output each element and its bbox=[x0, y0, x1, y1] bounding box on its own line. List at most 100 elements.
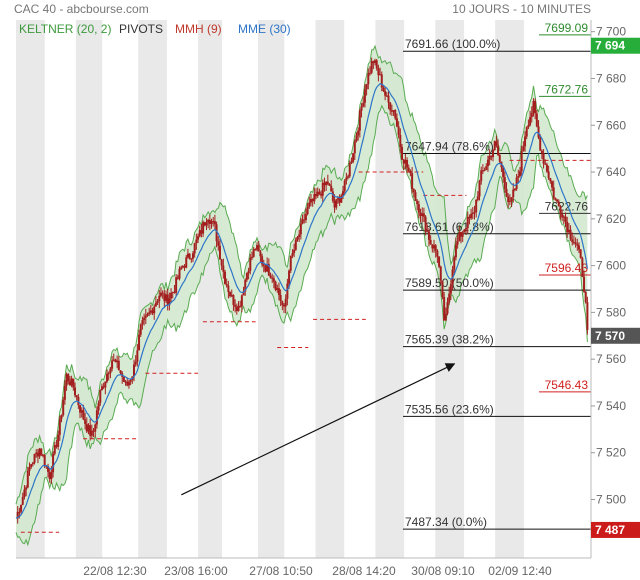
fib-label-6: 7487.34 (0.0%) bbox=[405, 515, 487, 529]
candle-body-143 bbox=[256, 245, 259, 250]
candle-body-61 bbox=[117, 360, 120, 371]
candle-body-229 bbox=[400, 146, 403, 160]
y-tick-label-2: 7 540 bbox=[596, 399, 626, 413]
candle-body-6 bbox=[25, 487, 28, 490]
candle-body-336 bbox=[581, 257, 584, 277]
candle-body-106 bbox=[193, 243, 196, 254]
candle-body-247 bbox=[431, 244, 434, 249]
keltner-upper bbox=[15, 44, 588, 505]
candle-body-333 bbox=[576, 243, 579, 246]
candle-body-178 bbox=[315, 194, 318, 197]
candle-body-52 bbox=[102, 386, 105, 388]
candle-body-315 bbox=[545, 164, 548, 172]
candle-body-292 bbox=[507, 196, 510, 202]
x-tick-label-2: 27/08 10:50 bbox=[249, 564, 313, 578]
price-badge-0 bbox=[591, 37, 640, 54]
candle-body-153 bbox=[272, 278, 275, 282]
candle-body-264 bbox=[459, 231, 462, 237]
candle-body-49 bbox=[97, 402, 100, 411]
y-tick-label-0: 7 500 bbox=[596, 493, 626, 507]
candle-body-131 bbox=[235, 306, 238, 311]
candle-body-173 bbox=[306, 206, 309, 215]
candle-body-214 bbox=[375, 60, 378, 69]
candle-body-280 bbox=[486, 159, 489, 167]
candle-body-276 bbox=[480, 170, 483, 181]
candle-body-243 bbox=[424, 216, 427, 232]
candle-body-156 bbox=[277, 288, 280, 295]
candle-body-235 bbox=[411, 173, 414, 190]
candle-body-92 bbox=[170, 292, 173, 299]
candle-body-188 bbox=[331, 191, 334, 201]
candle-body-100 bbox=[183, 266, 186, 268]
candle-body-172 bbox=[304, 214, 307, 221]
candle-body-140 bbox=[250, 256, 253, 258]
candle-body-200 bbox=[352, 153, 355, 162]
candle-body-279 bbox=[485, 166, 488, 171]
candle-body-128 bbox=[230, 295, 233, 297]
candle-body-86 bbox=[159, 292, 162, 296]
candle-body-268 bbox=[466, 216, 469, 229]
candle-body-207 bbox=[363, 89, 366, 103]
candle-body-230 bbox=[402, 159, 405, 164]
candle-body-139 bbox=[249, 257, 252, 271]
legend-mmh: MMH (9) bbox=[175, 22, 222, 36]
x-tick-label-4: 30/08 09:10 bbox=[411, 564, 475, 578]
legend-mme: MME (30) bbox=[238, 22, 291, 36]
candle-body-7 bbox=[26, 470, 29, 488]
candle-body-14 bbox=[38, 448, 41, 457]
candle-body-155 bbox=[276, 288, 279, 290]
candle-body-90 bbox=[166, 294, 169, 306]
candle-body-290 bbox=[503, 177, 506, 189]
candle-body-144 bbox=[257, 245, 260, 252]
candle-body-254 bbox=[443, 296, 446, 321]
candle-body-335 bbox=[579, 249, 582, 258]
candle-body-218 bbox=[382, 87, 385, 91]
candle-body-225 bbox=[394, 110, 397, 119]
candle-body-85 bbox=[158, 295, 161, 302]
y-tick-label-3: 7 560 bbox=[596, 352, 626, 366]
candle-body-133 bbox=[239, 305, 242, 307]
candle-body-5 bbox=[23, 489, 26, 497]
candle-body-325 bbox=[562, 216, 565, 218]
candle-body-24 bbox=[55, 445, 58, 447]
candle-body-19 bbox=[47, 466, 50, 472]
x-tick-label-1: 23/08 16:00 bbox=[164, 564, 228, 578]
candle-body-286 bbox=[497, 145, 500, 155]
candle-body-327 bbox=[566, 221, 569, 233]
candle-body-221 bbox=[387, 95, 390, 103]
fib-label-0: 7691.66 (100.0%) bbox=[405, 37, 500, 51]
candle-body-129 bbox=[232, 295, 235, 305]
candle-body-339 bbox=[586, 302, 589, 330]
candle-body-205 bbox=[360, 106, 363, 111]
candle-body-318 bbox=[551, 181, 554, 188]
candle-body-88 bbox=[163, 293, 166, 301]
candle-body-323 bbox=[559, 206, 562, 214]
candle-body-71 bbox=[134, 361, 137, 365]
candle-body-3 bbox=[20, 504, 23, 512]
candle-body-99 bbox=[181, 266, 184, 268]
candle-body-103 bbox=[188, 253, 191, 259]
candle-body-201 bbox=[353, 141, 356, 154]
candle-body-29 bbox=[63, 385, 66, 400]
candle-body-58 bbox=[112, 359, 115, 361]
candle-body-313 bbox=[542, 153, 545, 164]
candle-body-104 bbox=[190, 258, 193, 260]
candle-body-328 bbox=[567, 229, 570, 233]
candle-body-258 bbox=[449, 284, 452, 294]
candle-body-277 bbox=[481, 170, 484, 172]
candle-body-22 bbox=[52, 453, 55, 473]
candle-body-65 bbox=[124, 381, 127, 383]
candle-body-113 bbox=[205, 222, 208, 226]
candle-body-2 bbox=[18, 511, 21, 513]
candle-body-13 bbox=[36, 452, 39, 457]
candle-body-319 bbox=[552, 187, 555, 199]
candle-body-245 bbox=[427, 231, 430, 240]
candle-body-179 bbox=[316, 191, 319, 197]
candle-body-169 bbox=[299, 223, 302, 235]
candle-body-152 bbox=[271, 277, 274, 279]
candle-body-47 bbox=[94, 424, 97, 432]
candle-body-301 bbox=[522, 146, 525, 151]
candle-body-310 bbox=[537, 126, 540, 138]
candle-body-177 bbox=[313, 194, 316, 202]
